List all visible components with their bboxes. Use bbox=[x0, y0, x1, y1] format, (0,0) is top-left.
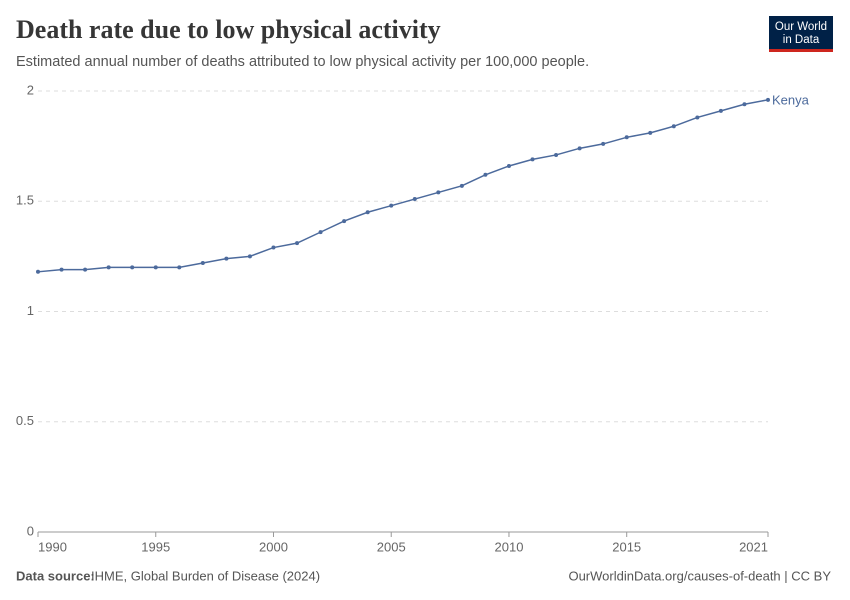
point bbox=[530, 157, 535, 162]
y-tick-label: 1 bbox=[27, 303, 34, 318]
logo-text: in Data bbox=[783, 34, 820, 46]
point bbox=[177, 265, 182, 270]
point bbox=[412, 197, 417, 202]
point bbox=[742, 102, 747, 107]
point bbox=[224, 256, 229, 261]
y-tick-label: 1.5 bbox=[16, 193, 34, 208]
chart-subtitle: Estimated annual number of deaths attrib… bbox=[16, 54, 589, 70]
point bbox=[648, 130, 653, 135]
point bbox=[506, 163, 511, 168]
point bbox=[459, 183, 464, 188]
point bbox=[83, 267, 88, 272]
x-tick-label: 2005 bbox=[377, 539, 406, 554]
point bbox=[554, 152, 559, 157]
source-label: Data source: bbox=[16, 568, 95, 583]
point bbox=[695, 115, 700, 120]
point bbox=[153, 265, 158, 270]
x-tick-label: 2021 bbox=[739, 539, 768, 554]
logo-bar bbox=[769, 49, 833, 52]
x-tick-label: 1995 bbox=[141, 539, 170, 554]
point bbox=[671, 124, 676, 129]
point bbox=[342, 219, 347, 224]
y-tick-label: 0.5 bbox=[16, 413, 34, 428]
x-tick-label: 2010 bbox=[495, 539, 524, 554]
point bbox=[59, 267, 64, 272]
legend-label: Kenya bbox=[772, 92, 810, 107]
y-tick-label: 0 bbox=[27, 523, 34, 538]
point bbox=[389, 203, 394, 208]
point bbox=[247, 254, 252, 259]
point bbox=[766, 97, 770, 102]
logo: Our World in Data bbox=[769, 16, 833, 52]
point bbox=[36, 269, 40, 274]
point bbox=[271, 245, 276, 250]
y-tick-label: 2 bbox=[27, 82, 34, 97]
point bbox=[295, 241, 300, 246]
chart-title: Death rate due to low physical activity bbox=[16, 15, 441, 44]
point bbox=[318, 230, 323, 235]
point bbox=[365, 210, 370, 215]
source: IHME, Global Burden of Disease (2024) bbox=[91, 568, 320, 583]
point bbox=[106, 265, 111, 270]
point bbox=[601, 141, 606, 146]
point bbox=[483, 172, 488, 177]
line bbox=[37, 99, 769, 273]
x-tick-label: 2000 bbox=[259, 539, 288, 554]
credit[interactable]: OurWorldinData.org/causes-of-death | CC … bbox=[568, 568, 831, 583]
point bbox=[577, 146, 582, 151]
point bbox=[200, 260, 205, 265]
point bbox=[130, 265, 135, 270]
logo-text: Our World bbox=[775, 21, 827, 33]
logo-box bbox=[769, 16, 833, 49]
point bbox=[624, 135, 629, 140]
x-tick-label: 2015 bbox=[612, 539, 641, 554]
x-tick-label: 1990 bbox=[38, 539, 67, 554]
point bbox=[718, 108, 723, 113]
point bbox=[436, 190, 441, 195]
